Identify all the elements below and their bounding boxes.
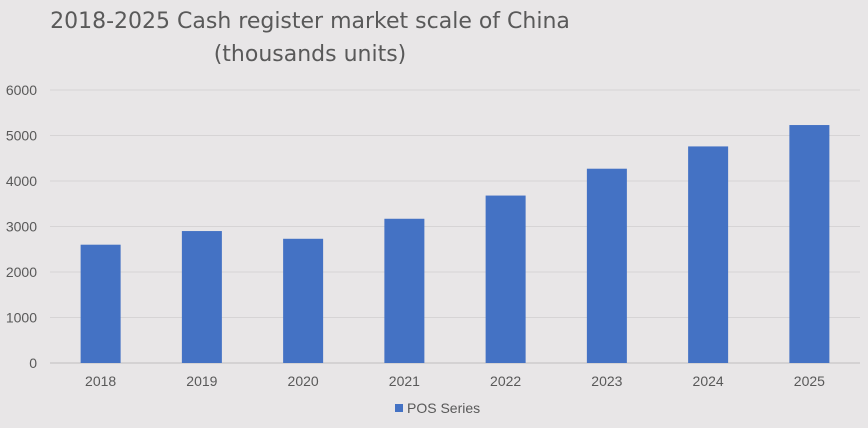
bar-2024 xyxy=(688,146,729,363)
y-tick-label: 4000 xyxy=(6,173,37,189)
bar-2025 xyxy=(789,125,830,363)
y-tick-label: 5000 xyxy=(6,128,37,144)
x-tick-label: 2025 xyxy=(794,373,825,389)
chart-title-line2: (thousands units) xyxy=(214,42,407,67)
x-tick-label: 2024 xyxy=(693,373,724,389)
y-tick-label: 2000 xyxy=(6,264,37,280)
x-tick-label: 2018 xyxy=(85,373,116,389)
bar-2022 xyxy=(485,195,526,363)
legend-swatch-pos-series xyxy=(395,404,403,412)
x-tick-label: 2021 xyxy=(389,373,420,389)
y-tick-label: 3000 xyxy=(6,219,37,235)
bar-2021 xyxy=(384,218,425,363)
bar-2019 xyxy=(181,231,222,363)
bar-2023 xyxy=(586,168,627,363)
y-tick-label: 0 xyxy=(29,355,37,371)
bar-2018 xyxy=(80,244,121,363)
legend: POS Series xyxy=(395,400,480,416)
legend-label-pos-series: POS Series xyxy=(407,400,480,416)
chart-title-line1: 2018-2025 Cash register market scale of … xyxy=(50,9,570,34)
y-axis-ticks: 0 1000 2000 3000 4000 5000 6000 xyxy=(6,82,37,371)
x-tick-label: 2019 xyxy=(186,373,217,389)
gridlines xyxy=(50,89,860,364)
bars xyxy=(80,125,830,363)
x-axis-ticks: 2018 2019 2020 2021 2022 2023 2024 2025 xyxy=(85,373,825,389)
x-tick-label: 2022 xyxy=(490,373,521,389)
bar-2020 xyxy=(283,238,324,363)
x-tick-label: 2020 xyxy=(288,373,319,389)
x-tick-label: 2023 xyxy=(591,373,622,389)
y-tick-label: 6000 xyxy=(6,82,37,98)
y-tick-label: 1000 xyxy=(6,310,37,326)
